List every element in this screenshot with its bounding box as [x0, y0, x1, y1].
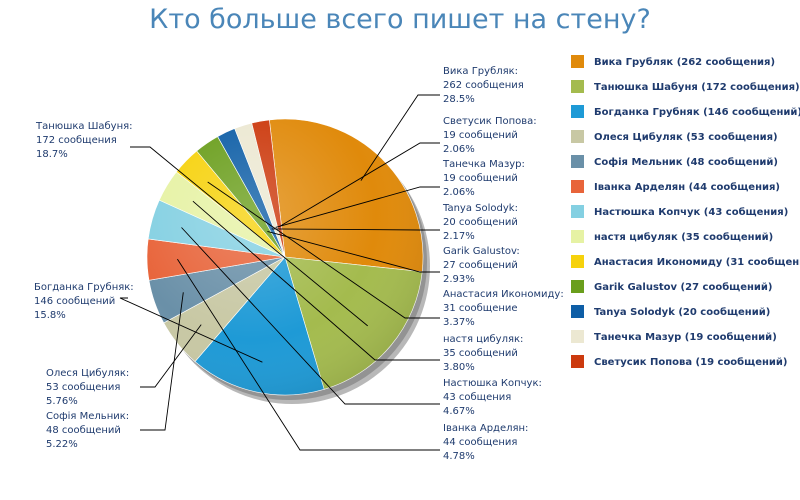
slice-label-label: Garik Galustov:: [443, 246, 520, 257]
leader-lines: [119, 94, 440, 451]
leader-line-tanya-solodyk: [271, 228, 440, 231]
legend-swatch: [571, 55, 584, 68]
slice-label-percent: 15.8%: [34, 310, 66, 321]
slice-label-percent: 4.78%: [443, 451, 475, 462]
legend-entry: Настюшка Копчук (43 собщения): [594, 206, 788, 218]
chart-title: Кто больше всего пишет на стену?: [149, 4, 651, 35]
slice-label-label: Танечка Мазур:: [442, 159, 525, 170]
slice-label-percent: 3.37%: [443, 317, 475, 328]
slice-label-count-text: 43 собщения: [443, 392, 511, 403]
slice-label-label: Настюшка Копчук:: [443, 378, 542, 389]
legend-entry: Светусик Попова (19 сообщений): [594, 356, 788, 368]
slice-label-percent: 2.17%: [443, 231, 475, 242]
leader-line-олеся-цибуляк: [140, 324, 202, 388]
legend-entry: Іванка Арделян (44 сообщения): [594, 181, 780, 193]
legend-swatch: [571, 305, 584, 318]
slice-label-label: Tanya Solodyk:: [442, 203, 518, 214]
leader-line-танюшка-шабуня: [130, 146, 368, 327]
legend-swatch: [571, 155, 584, 168]
slice-label-label: Вика Грубляк:: [443, 66, 518, 77]
legend-swatch: [571, 230, 584, 243]
legend-swatch: [571, 330, 584, 343]
slice-label-count-text: 20 сообщений: [443, 217, 518, 228]
slice-label-count-text: 262 сообщения: [443, 80, 524, 91]
leader-line-garik-galustov: [267, 230, 440, 273]
slice-label-count-text: 53 сообщения: [46, 382, 120, 393]
leader-line-настюшка-копчук: [181, 227, 440, 405]
slice-label-label: Танюшка Шабуня:: [35, 121, 133, 132]
legend-swatch: [571, 130, 584, 143]
slice-label-percent: 3.80%: [443, 362, 475, 373]
slice-labels: Вика Грубляк: 262 сообщения 28.5% Танюшка Ш…: [34, 66, 564, 462]
legend-swatch: [571, 255, 584, 268]
slice-label-label: Софія Мельник:: [46, 410, 129, 422]
legend-entry: Tanya Solodyk (20 сообщений): [594, 306, 770, 318]
legend: Вика Грубляк (262 сообщения) Танюшка Шабу…: [571, 55, 800, 368]
slice-label-count-text: 27 сообщений: [443, 260, 518, 271]
slice-label-percent: 2.06%: [443, 144, 475, 155]
slice-label-count-text: 48 сообщений: [46, 425, 121, 436]
slice-label-percent: 5.76%: [46, 396, 78, 407]
leader-line-іванка-арделян: [177, 258, 440, 451]
slice-label-percent: 2.06%: [443, 187, 475, 198]
leader-line-светусик-попова: [279, 142, 440, 227]
slice-label-label: настя цибуляк:: [443, 334, 523, 345]
legend-entry: Олеся Цибуляк (53 сообщения): [594, 131, 778, 143]
slice-label-count-text: 19 сообщений: [443, 130, 518, 141]
legend-swatch: [571, 80, 584, 93]
slice-label-percent: 28.5%: [443, 94, 475, 105]
leader-line-анастасия-икономиду: [207, 181, 440, 319]
slice-label-count-text: 35 сообщений: [443, 348, 518, 359]
legend-swatch: [571, 280, 584, 293]
slice-label-count-text: 146 сообщений: [34, 296, 115, 307]
legend-entry: Garik Galustov (27 сообщений): [594, 281, 773, 293]
legend-entry: Богданка Грубняк (146 сообщений): [594, 106, 800, 118]
leader-line-богданка-грубняк: [119, 297, 263, 363]
legend-entry: Танюшка Шабуня (172 сообщения): [594, 81, 800, 93]
slice-label-percent: 18.7%: [36, 149, 68, 160]
slice-label-label: Іванка Арделян:: [443, 423, 528, 434]
pie-slices: [146, 118, 424, 396]
slice-label-label: Богданка Грубняк:: [34, 282, 134, 293]
slice-label-percent: 4.67%: [443, 406, 475, 417]
legend-entry: Танечка Мазур (19 сообщений): [594, 331, 777, 343]
leader-line-софія-мельник: [140, 292, 184, 431]
legend-swatch: [571, 105, 584, 118]
slice-label-count-text: 19 сообщений: [443, 173, 518, 184]
legend-entry: Анастасия Икономиду (31 сообщение: [594, 256, 800, 268]
legend-swatch: [571, 205, 584, 218]
slice-label-label: Светусик Попова:: [443, 116, 537, 127]
leader-line-настя-цибуляк: [192, 200, 440, 361]
legend-entry: Вика Грубляк (262 сообщения): [594, 56, 775, 68]
legend-swatch: [571, 180, 584, 193]
legend-entry: Софія Мельник (48 сообщений): [594, 156, 778, 168]
pie-highlight: [147, 119, 423, 395]
slice-label-percent: 5.22%: [46, 439, 78, 450]
slice-label-label: Анастасия Икономиду:: [443, 289, 564, 300]
slice-label-count-text: 44 сообщения: [443, 437, 517, 448]
leader-line-танечка-мазур: [275, 186, 440, 228]
legend-swatch: [571, 355, 584, 368]
slice-label-count-text: 172 сообщения: [36, 135, 117, 146]
leader-line-вика-грубляк: [360, 94, 440, 181]
slice-label-percent: 2.93%: [443, 274, 475, 285]
slice-label-label: Олеся Цибуляк:: [46, 368, 129, 379]
slice-label-count-text: 31 сообщение: [443, 303, 518, 314]
legend-entry: настя цибуляк (35 сообщений): [594, 231, 773, 243]
